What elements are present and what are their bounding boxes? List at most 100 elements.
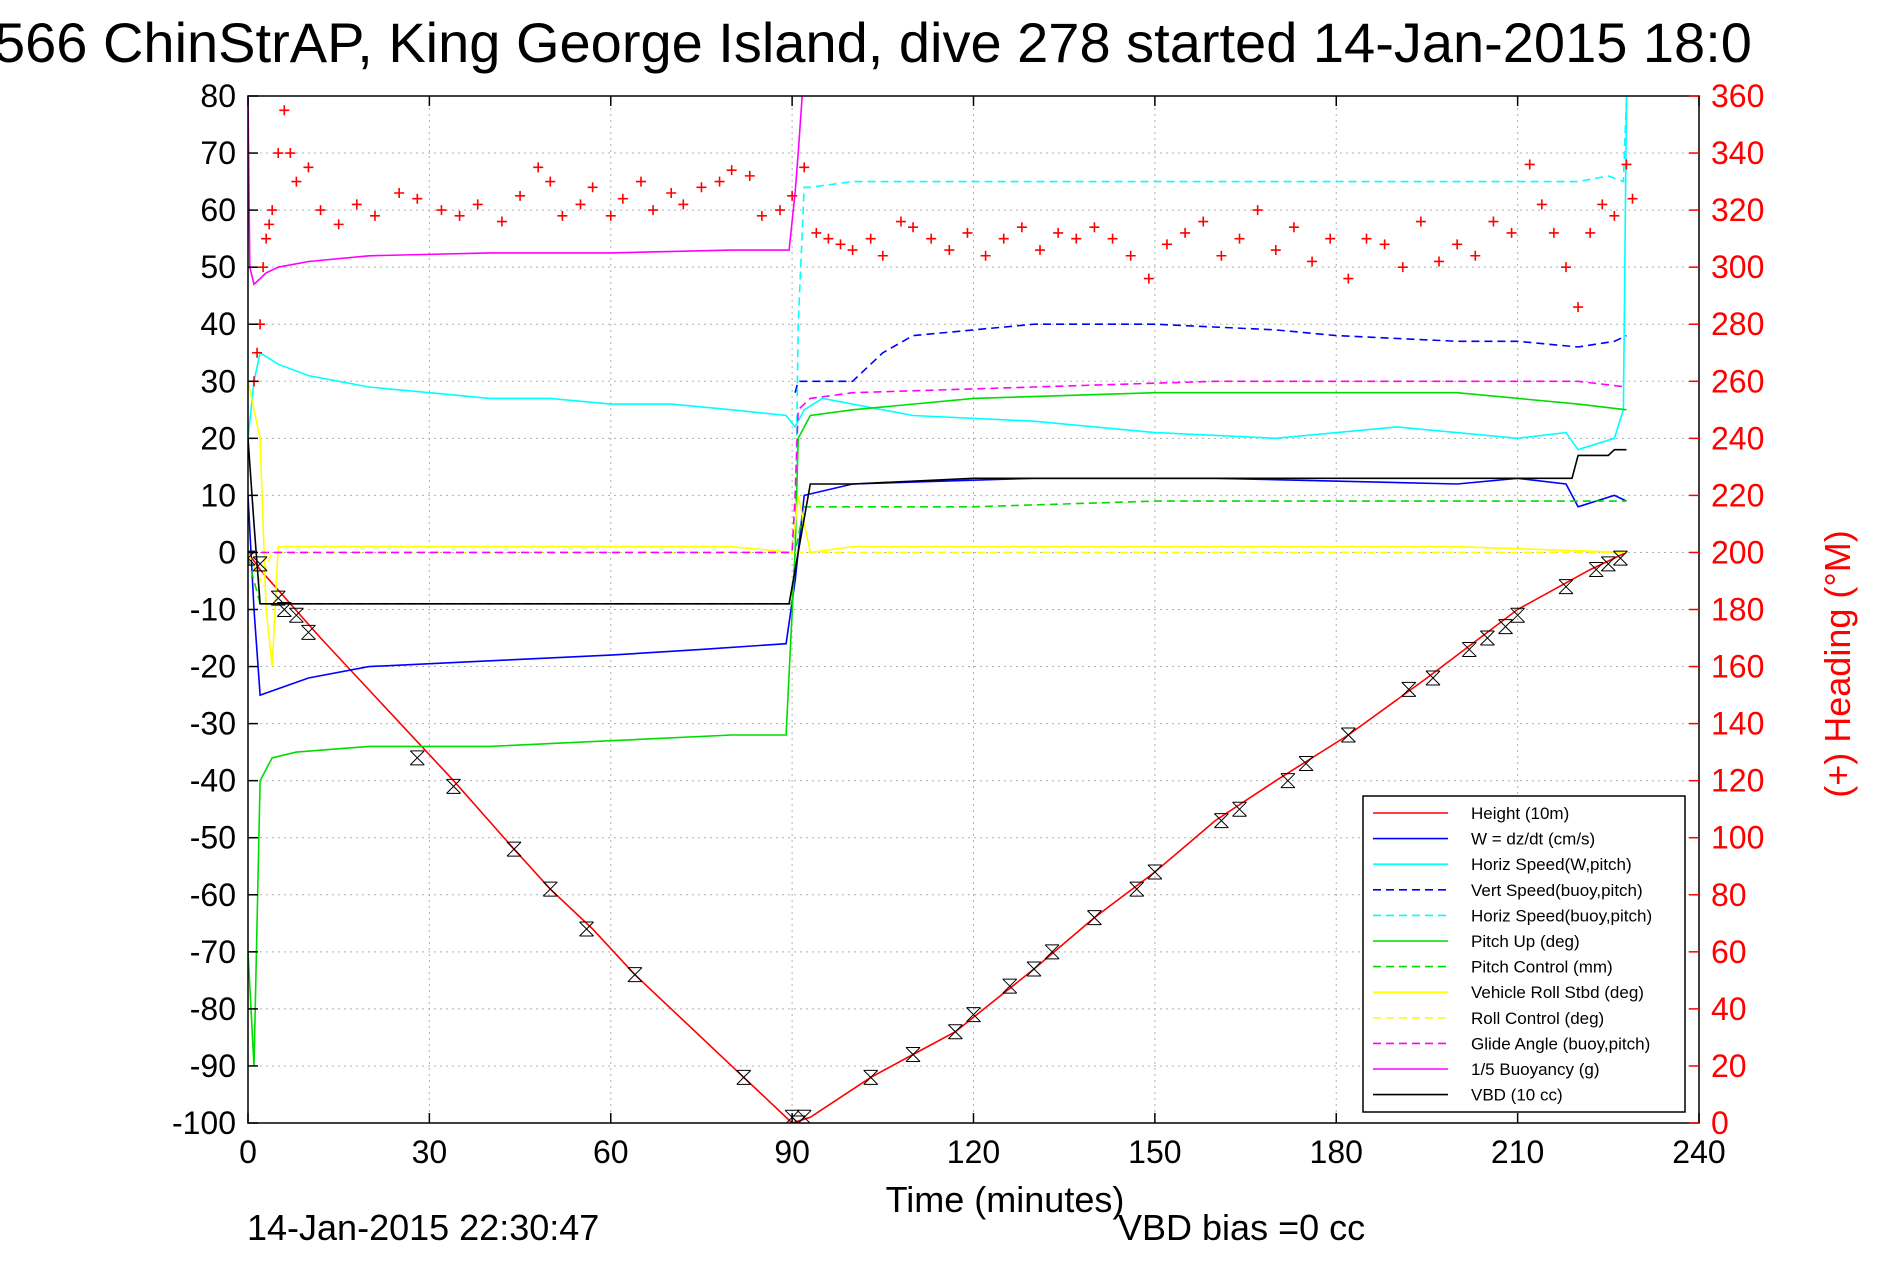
heading-marker — [714, 176, 725, 187]
waypoint-marker — [905, 1047, 921, 1063]
heading-marker — [787, 190, 798, 201]
waypoint-marker — [1425, 670, 1441, 686]
right-y-tick-label: 340 — [1711, 135, 1764, 171]
y-tick-label: -100 — [172, 1105, 236, 1141]
right-y-tick-label: 260 — [1711, 363, 1764, 399]
series-line-7 — [248, 381, 1627, 667]
heading-marker — [1536, 199, 1547, 210]
heading-marker — [962, 227, 973, 238]
x-tick-label: 90 — [774, 1134, 810, 1170]
heading-marker — [1035, 245, 1045, 256]
heading-marker — [678, 199, 689, 210]
legend: Height (10m) W = dz/dt (cm/s) Horiz Speed(… — [1362, 795, 1686, 1113]
heading-marker — [1107, 233, 1118, 244]
heading-marker — [533, 162, 544, 173]
heading-marker — [726, 165, 737, 176]
y-tick-label: 70 — [200, 135, 236, 171]
heading-marker — [1307, 256, 1318, 267]
legend-label-4: Horiz Speed(buoy,pitch) — [1471, 906, 1652, 925]
heading-marker — [333, 219, 344, 230]
x-axis-label: Time (minutes) — [886, 1179, 1125, 1220]
waypoint-marker — [579, 921, 594, 937]
waypoint-marker — [301, 624, 316, 640]
right-y-tick-label: 180 — [1711, 592, 1764, 628]
waypoint-marker — [1558, 579, 1574, 595]
x-tick-labels: 0 30 60 90 120 150 180 210 240 — [239, 96, 1726, 1170]
legend-label-9: Glide Angle (buoy,pitch) — [1471, 1034, 1650, 1053]
legend-label-5: Pitch Up (deg) — [1471, 932, 1580, 951]
heading-marker — [1143, 273, 1154, 284]
heading-marker — [285, 148, 296, 159]
y-tick-label: 60 — [200, 192, 236, 228]
heading-marker — [1270, 245, 1281, 256]
right-y-tick-label: 20 — [1711, 1048, 1747, 1084]
heading-marker — [261, 233, 272, 244]
heading-marker — [1621, 159, 1632, 170]
heading-marker — [412, 193, 423, 204]
x-tick-label: 30 — [412, 1134, 448, 1170]
waypoint-marker — [1510, 607, 1525, 623]
marker-layer — [248, 105, 1638, 1123]
heading-marker — [998, 233, 1009, 244]
right-y-tick-label: 220 — [1711, 477, 1764, 513]
heading-marker — [587, 182, 598, 193]
heading-marker — [1053, 227, 1064, 238]
vbd-bias-label: VBD bias =0 cc — [1118, 1207, 1365, 1248]
heading-marker — [1434, 256, 1445, 267]
waypoint-marker — [270, 590, 286, 606]
heading-marker — [303, 162, 314, 173]
heading-marker — [273, 148, 284, 159]
waypoint-marker — [1461, 641, 1477, 657]
heading-marker — [394, 187, 405, 198]
heading-marker — [1573, 302, 1584, 313]
legend-label-8: Roll Control (deg) — [1471, 1009, 1604, 1028]
heading-marker — [252, 347, 263, 358]
heading-marker — [454, 210, 465, 221]
waypoint-marker — [1214, 813, 1229, 829]
legend-label-0: Height (10m) — [1471, 804, 1569, 823]
waypoint-marker — [252, 556, 268, 572]
y-tick-label: 0 — [218, 534, 236, 570]
waypoint-marker — [1498, 619, 1513, 635]
heading-marker — [1627, 193, 1638, 204]
waypoint-marker — [736, 1069, 752, 1085]
y-tick-label: -40 — [190, 763, 236, 799]
heading-marker — [264, 219, 275, 230]
right-y-tick-label: 300 — [1711, 249, 1764, 285]
right-y-tick-label: 200 — [1711, 534, 1764, 570]
waypoint-marker — [1401, 681, 1417, 697]
waypoint-marker — [796, 1109, 812, 1123]
heading-marker — [496, 216, 507, 227]
heading-marker — [756, 210, 767, 221]
heading-marker — [1325, 233, 1336, 244]
series-line-5 — [248, 391, 1627, 1066]
heading-marker — [1415, 216, 1426, 227]
legend-label-11: VBD (10 cc) — [1471, 1086, 1563, 1105]
right-y-tick-label: 100 — [1711, 820, 1764, 856]
heading-marker — [1609, 210, 1620, 221]
series-line-0 — [248, 551, 1627, 1123]
heading-marker — [369, 210, 380, 221]
heading-marker — [1198, 216, 1209, 227]
waypoint-marker — [1613, 550, 1628, 566]
x-tick-label: 210 — [1491, 1134, 1544, 1170]
heading-marker — [1216, 250, 1227, 261]
heading-marker — [1470, 250, 1481, 261]
x-tick-label: 0 — [239, 1134, 257, 1170]
waypoint-marker — [1087, 910, 1102, 926]
waypoint-marker — [1232, 801, 1247, 817]
waypoint-marker — [948, 1024, 963, 1040]
y-tick-label: -10 — [190, 592, 236, 628]
heading-marker — [744, 170, 755, 181]
heading-marker — [1089, 222, 1100, 233]
heading-marker — [1506, 227, 1517, 238]
waypoint-marker — [409, 750, 425, 766]
waypoint-marker — [627, 967, 643, 983]
heading-marker — [1548, 227, 1559, 238]
heading-marker — [436, 205, 447, 216]
legend-label-6: Pitch Control (mm) — [1471, 958, 1613, 977]
right-y-tick-label: 80 — [1711, 877, 1747, 913]
y-tick-label: 40 — [200, 306, 236, 342]
heading-marker — [835, 239, 846, 250]
heading-marker — [472, 199, 483, 210]
